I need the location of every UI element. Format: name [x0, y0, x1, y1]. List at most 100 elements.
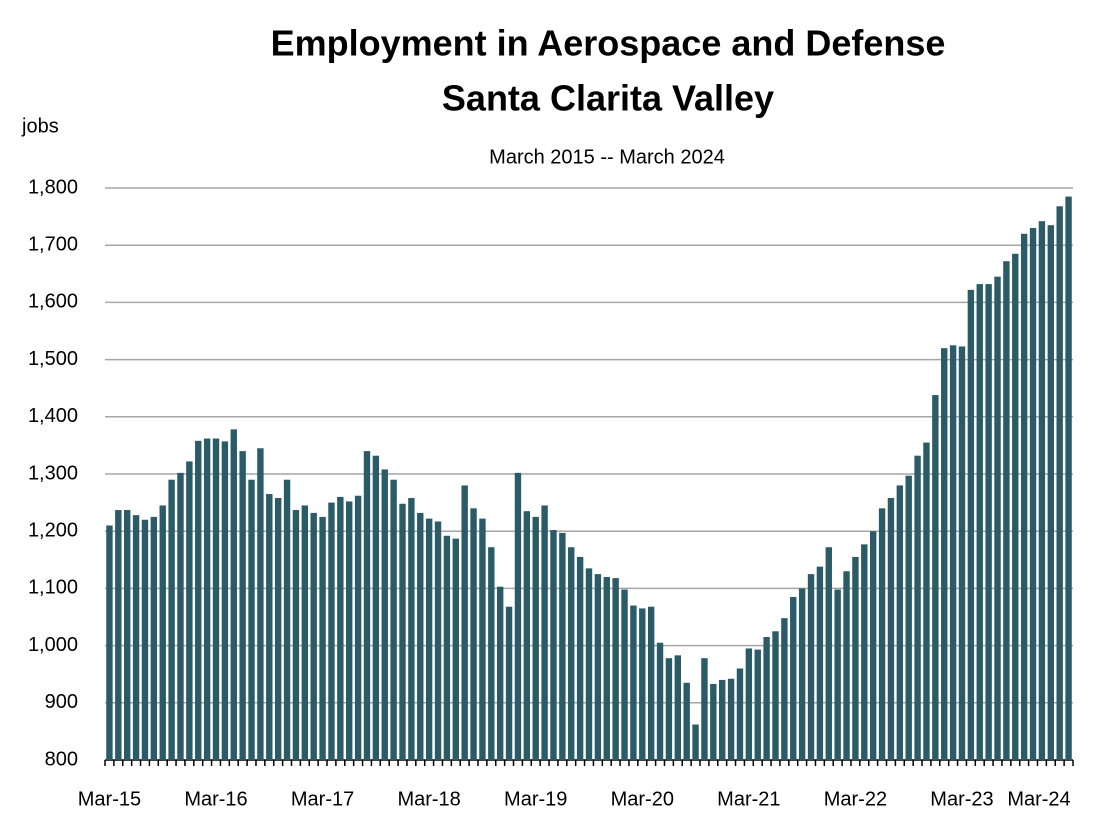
bar: [292, 510, 300, 760]
bar: [559, 532, 566, 760]
bar: [319, 516, 326, 760]
bar: [763, 637, 770, 760]
x-tick-label: Mar-21: [717, 788, 780, 810]
chart-title: Santa Clarita Valley: [442, 78, 774, 119]
bar: [310, 512, 317, 760]
bar: [186, 461, 193, 760]
bar: [266, 494, 273, 760]
bar: [1020, 233, 1028, 760]
bar: [896, 485, 904, 760]
bar: [177, 472, 184, 760]
bar: [905, 475, 912, 760]
bar: [603, 576, 610, 760]
bar: [354, 495, 362, 760]
bar: [425, 518, 433, 760]
x-tick-label: Mar-23: [930, 788, 993, 810]
bar: [772, 631, 779, 760]
bar: [248, 479, 255, 760]
bar: [967, 289, 975, 760]
bar: [923, 442, 930, 760]
y-tick-label: 1,700: [28, 233, 78, 255]
bar: [168, 479, 175, 760]
bar: [621, 589, 628, 760]
bar: [985, 284, 992, 760]
bar: [550, 530, 557, 760]
bar: [745, 648, 753, 760]
x-tick-label: Mar-19: [504, 788, 567, 810]
chart-title: Employment in Aerospace and Defense: [271, 23, 946, 64]
bar: [701, 658, 708, 760]
bar: [1038, 221, 1046, 760]
bar: [274, 498, 282, 760]
bar: [230, 429, 237, 760]
bar: [408, 498, 415, 760]
bar: [124, 510, 131, 760]
bar: [807, 574, 815, 760]
bar: [141, 519, 149, 760]
bar: [399, 503, 406, 760]
bar: [834, 589, 841, 760]
x-tick-label: Mar-24: [1007, 788, 1070, 810]
bar: [470, 508, 477, 760]
bar: [798, 588, 806, 760]
bar: [639, 608, 646, 760]
bar: [337, 496, 344, 760]
y-tick-label: 1,800: [28, 176, 78, 198]
bar: [496, 586, 504, 760]
bar: [630, 605, 637, 760]
bar: [816, 566, 824, 760]
x-tick-label: Mar-17: [291, 788, 354, 810]
bar: [1047, 225, 1054, 760]
bar: [372, 455, 380, 760]
y-tick-label: 1,000: [28, 634, 78, 656]
bar: [106, 525, 113, 760]
bar: [656, 642, 664, 760]
x-tick-label: Mar-16: [184, 788, 247, 810]
bar: [781, 618, 788, 760]
bar: [150, 516, 158, 760]
x-tick-label: Mar-18: [397, 788, 460, 810]
bar: [212, 438, 220, 760]
bar: [115, 510, 122, 760]
bar: [505, 606, 513, 760]
bar: [878, 508, 886, 760]
bar: [861, 544, 868, 760]
y-tick-label: 1,300: [28, 462, 78, 484]
bar: [719, 679, 726, 760]
bar: [683, 682, 690, 760]
bar: [203, 438, 211, 760]
bar: [159, 505, 166, 760]
bar: [257, 448, 264, 760]
bar: [328, 502, 335, 760]
bar: [1012, 253, 1019, 760]
bar: [612, 578, 619, 760]
bar: [594, 574, 602, 760]
bar: [461, 485, 468, 760]
bar: [363, 451, 371, 760]
y-tick-label: 1,600: [28, 291, 78, 313]
y-tick-label: 1,400: [28, 405, 78, 427]
bar: [283, 479, 291, 760]
y-tick-label: 1,100: [28, 577, 78, 599]
bar: [825, 547, 832, 760]
bar: [1056, 206, 1063, 760]
bar: [1029, 228, 1037, 761]
bar: [958, 346, 966, 760]
bar: [1065, 196, 1072, 760]
bar: [452, 538, 459, 760]
bar: [710, 683, 717, 760]
bar: [754, 649, 761, 760]
bar: [843, 571, 850, 760]
y-tick-label: 900: [45, 691, 78, 713]
bar: [568, 547, 575, 760]
y-tick-label: 800: [45, 748, 78, 770]
bar: [532, 516, 539, 760]
bar: [692, 724, 699, 760]
bar: [585, 568, 593, 760]
y-tick-label: 1,200: [28, 519, 78, 541]
bar: [523, 511, 531, 760]
bar: [869, 531, 877, 760]
bar: [301, 505, 309, 760]
bar: [443, 535, 451, 760]
